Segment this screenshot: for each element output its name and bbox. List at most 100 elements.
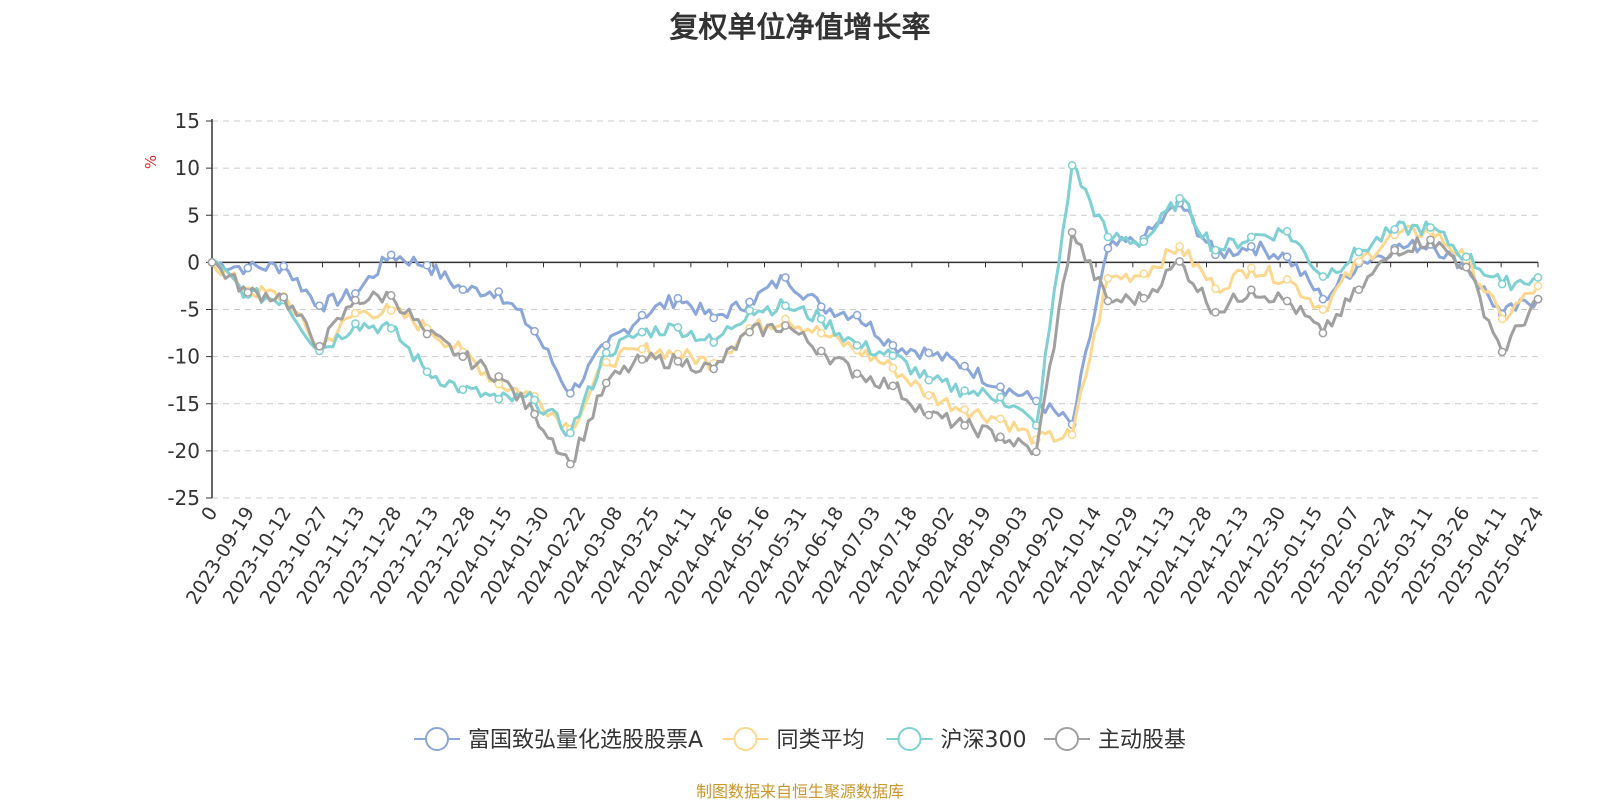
data-point (1426, 223, 1435, 232)
data-point (601, 340, 611, 350)
data-point (709, 338, 719, 347)
data-point (745, 306, 754, 315)
data-point (1103, 296, 1113, 306)
y-tick-label: 15 (175, 109, 200, 133)
legend-label-2: 同类平均 (777, 728, 865, 753)
data-point (852, 369, 862, 378)
data-point (1426, 235, 1435, 245)
data-point (386, 291, 396, 300)
data-point (1461, 262, 1471, 272)
data-point (386, 306, 396, 315)
y-tick-label: -20 (167, 439, 200, 463)
source-note: 制图数据来自恒生聚源数据库 (695, 782, 904, 801)
legend-label-4: 主动股基 (1098, 728, 1186, 753)
axes (206, 119, 1539, 499)
data-point (673, 356, 683, 366)
legend-marker-4 (1055, 727, 1079, 751)
data-point (1067, 430, 1077, 440)
data-point (351, 308, 360, 318)
data-point (1139, 269, 1149, 279)
data-point (960, 421, 969, 430)
y-tick-label: 5 (187, 203, 200, 227)
data-point (996, 382, 1005, 392)
y-tick-labels: 15 10 5 0 -5 -10 -15 -20 -25 (167, 109, 200, 510)
legend-marker-2 (733, 727, 758, 751)
grid-lines (212, 120, 1538, 499)
data-point (601, 378, 611, 388)
data-point (458, 385, 468, 394)
data-point (1354, 285, 1364, 295)
data-point (1318, 272, 1328, 281)
data-point (422, 329, 432, 339)
data-point (1282, 226, 1292, 236)
series-line-4 (211, 230, 1539, 466)
data-point (315, 341, 324, 351)
data-point (996, 432, 1005, 442)
data-point (315, 301, 324, 311)
data-point (1246, 285, 1256, 295)
data-point (1175, 257, 1184, 266)
data-point (243, 263, 253, 273)
data-point (960, 361, 969, 371)
data-point (494, 394, 504, 404)
data-point (1282, 252, 1292, 262)
data-point (351, 295, 360, 305)
data-point (637, 344, 647, 354)
data-point (458, 352, 468, 361)
data-point (1139, 237, 1149, 246)
series-line-1 (211, 201, 1540, 426)
data-point (781, 273, 790, 282)
data-point (637, 310, 647, 320)
series-line-3 (211, 163, 1539, 437)
data-point (279, 261, 289, 271)
data-point (1103, 232, 1113, 242)
data-point (530, 409, 539, 419)
data-point (386, 324, 396, 333)
data-point (1318, 328, 1328, 338)
data-point (351, 319, 360, 328)
data-point (422, 367, 432, 377)
data-point (422, 260, 432, 270)
data-point (1031, 447, 1041, 457)
data-point (1246, 242, 1256, 251)
data-point (386, 250, 396, 260)
y-tick-label: -10 (167, 345, 200, 369)
data-point (673, 293, 683, 303)
data-point (1282, 296, 1292, 306)
data-point (1211, 245, 1220, 255)
data-point (637, 327, 647, 337)
chart-title: 复权单位净值增长率 (669, 10, 931, 44)
data-point (243, 288, 253, 297)
data-point (888, 381, 898, 391)
data-point (566, 389, 575, 398)
data-point (1461, 252, 1471, 262)
data-point (996, 392, 1005, 402)
y-tick-label: 10 (175, 156, 200, 180)
data-point (924, 348, 934, 358)
data-point (852, 310, 862, 320)
data-point (673, 323, 683, 332)
data-point (1497, 314, 1507, 324)
data-point (530, 326, 539, 336)
data-point (888, 363, 898, 373)
data-point (996, 414, 1005, 424)
data-point (924, 375, 934, 385)
legend: 富国致弘量化选股股票A 同类平均 沪深300 主动股基 (414, 727, 1186, 753)
data-point (1211, 284, 1220, 294)
data-point (1533, 273, 1543, 282)
data-point (494, 287, 504, 296)
data-point (924, 410, 934, 420)
y-tick-label: 0 (187, 250, 200, 274)
data-point (1139, 293, 1149, 303)
data-point (1067, 227, 1077, 237)
data-point (960, 386, 969, 395)
data-point (207, 258, 217, 267)
data-point (1103, 274, 1113, 283)
data-point (566, 428, 575, 438)
data-point (1318, 305, 1328, 314)
data-point (816, 346, 826, 356)
data-point (279, 292, 289, 302)
legend-marker-3 (897, 727, 922, 751)
data-point (960, 405, 969, 414)
